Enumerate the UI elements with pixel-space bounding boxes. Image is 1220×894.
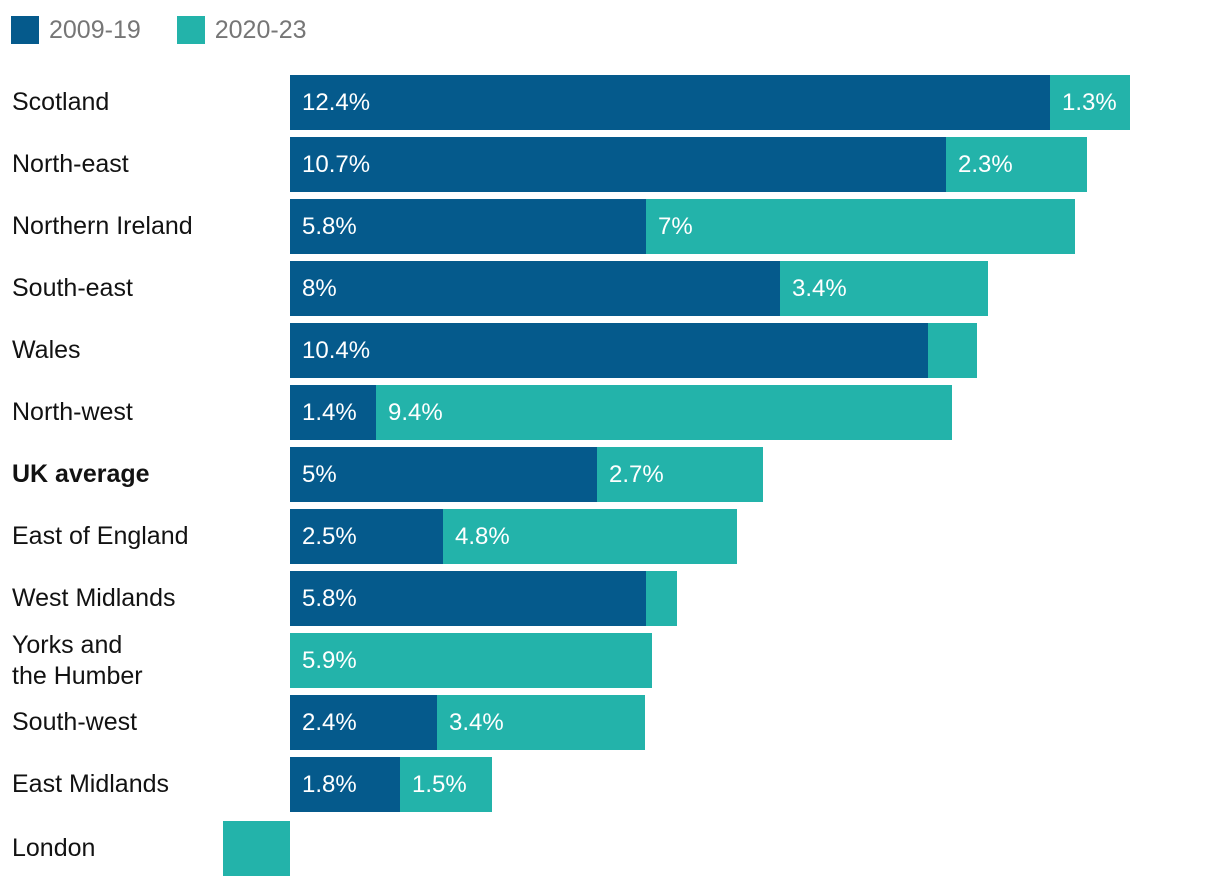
bar-track: 1.4% 9.4% [290,385,1220,440]
bar-track: 5.8% 7% [290,199,1220,254]
bar-value-label: 3.4% [792,274,847,302]
chart-row: UK average 5% 2.7% [0,447,1220,502]
bar-track: 10.7% 2.3% [290,137,1220,192]
chart-row: Yorks and the Humber 5.9% [0,631,1220,690]
category-label: North-east [12,150,129,179]
category-label: East of England [12,522,189,551]
bar-value-label: 2.7% [609,460,664,488]
category-label: Northern Ireland [12,212,193,241]
bar-track: 5.9% [290,633,1220,688]
bar-segment-2020-23: 3.4% [437,695,645,750]
bar-segment-2020-23: 5.9% [290,633,652,688]
bar-segment-2020-23: 4.8% [443,509,737,564]
category-label: North-west [12,398,133,427]
bar-value-label: 5.8% [302,584,357,612]
bar-value-label: 4.8% [455,522,510,550]
category-label: London [12,834,96,863]
chart-row: Scotland 12.4% 1.3% [0,75,1220,130]
bar-segment-2009-19: 10.4% [290,323,928,378]
legend-swatch-2009-19 [11,16,39,44]
bar-value-label: 1.4% [302,398,357,426]
category-label: South-west [12,708,138,737]
chart-row: North-east 10.7% 2.3% [0,137,1220,192]
bar-segment-2020-23: 2.3% [946,137,1087,192]
bar-track: 2.4% 3.4% [290,695,1220,750]
bar-segment-2009-19: 1.4% [290,385,376,440]
bar-segment-2020-23 [223,821,290,876]
bar-track: 12.4% 1.3% [290,75,1220,130]
bar-segment-2020-23: 7% [646,199,1075,254]
bar-segment-2009-19: 1.8% [290,757,400,812]
bar-segment-2020-23: 3.4% [780,261,988,316]
chart-row: East of England 2.5% 4.8% [0,509,1220,564]
category-label: East Midlands [12,770,170,799]
bar-segment-2009-19: 5.8% [290,571,646,626]
category-label: West Midlands [12,584,176,613]
chart-row: Northern Ireland 5.8% 7% [0,199,1220,254]
bar-value-label: 1.5% [412,770,467,798]
bar-segment-2009-19: 5.8% [290,199,646,254]
legend-label-2020-23: 2020-23 [214,16,307,44]
bar-track: 1.8% 1.5% [290,757,1220,812]
category-label: South-east [12,274,133,303]
bar-value-label: 12.4% [302,88,371,116]
bar-value-label: 5.8% [302,212,357,240]
bar-segment-2020-23: 1.5% [400,757,492,812]
chart-row: South-east 8% 3.4% [0,261,1220,316]
chart-legend: 2009-19 2020-23 [11,16,1220,44]
bar-track [223,821,1220,876]
bar-track: 5.8% [290,571,1220,626]
bar-segment-2009-19: 12.4% [290,75,1050,130]
chart-row: East Midlands 1.8% 1.5% [0,757,1220,812]
bar-value-label: 10.4% [302,336,371,364]
chart-row: West Midlands 5.8% [0,571,1220,626]
bar-value-label: 3.4% [449,708,504,736]
bar-track: 5% 2.7% [290,447,1220,502]
bar-value-label: 1.8% [302,770,357,798]
bar-track: 2.5% 4.8% [290,509,1220,564]
bar-segment-2009-19: 8% [290,261,780,316]
category-label: UK average [12,460,150,489]
legend-item-2020-23: 2020-23 [176,16,307,44]
category-label: Scotland [12,88,110,117]
category-label: Yorks and the Humber [12,631,143,690]
bar-segment-2020-23: 2.7% [597,447,763,502]
bar-value-label: 7% [658,212,693,240]
bar-value-label: 8% [302,274,337,302]
chart-row: South-west 2.4% 3.4% [0,695,1220,750]
bar-segment-2009-19: 5% [290,447,597,502]
bar-segment-2020-23: 9.4% [376,385,952,440]
bar-value-label: 2.3% [958,150,1013,178]
bar-segment-2020-23 [928,323,977,378]
bar-segment-2009-19: 10.7% [290,137,946,192]
legend-item-2009-19: 2009-19 [11,16,141,44]
category-label: Wales [12,336,81,365]
bar-segment-2020-23 [646,571,677,626]
bar-value-label: 2.4% [302,708,357,736]
chart-row: Wales 10.4% [0,323,1220,378]
bar-value-label: 2.5% [302,522,357,550]
bar-segment-2009-19: 2.5% [290,509,443,564]
bar-value-label: 9.4% [388,398,443,426]
chart-row: London [0,821,1220,876]
chart-row: North-west 1.4% 9.4% [0,385,1220,440]
bar-track: 10.4% [290,323,1220,378]
bar-value-label: 10.7% [302,150,371,178]
legend-swatch-2020-23 [176,16,205,44]
bar-value-label: 1.3% [1062,88,1117,116]
bar-value-label: 5% [302,460,337,488]
bar-value-label: 5.9% [302,646,357,674]
bar-segment-2020-23: 1.3% [1050,75,1130,130]
bar-segment-2009-19: 2.4% [290,695,437,750]
bar-track: 8% 3.4% [290,261,1220,316]
bar-chart: Scotland 12.4% 1.3% North-east 10.7% 2.3% Nort… [0,75,1220,876]
legend-label-2009-19: 2009-19 [49,16,141,44]
